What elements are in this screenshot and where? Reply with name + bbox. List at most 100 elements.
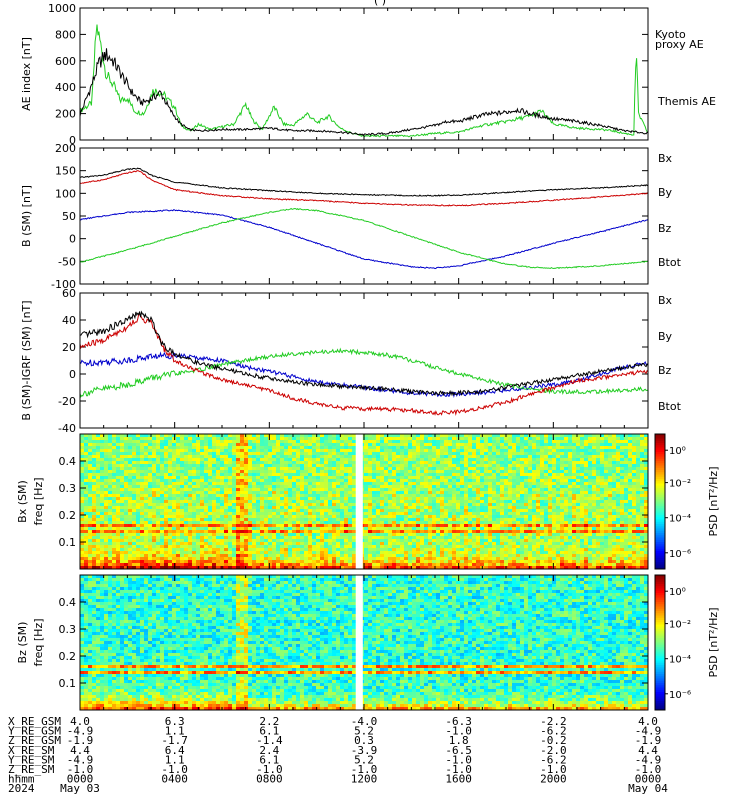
spectrogram-cell bbox=[376, 491, 381, 495]
spectrogram-cell bbox=[352, 554, 357, 558]
spectrogram-cell bbox=[184, 485, 189, 489]
spectrogram-cell bbox=[384, 452, 389, 456]
spectrogram-cell bbox=[328, 482, 333, 486]
spectrogram-cell bbox=[148, 458, 153, 462]
spectrogram-cell bbox=[244, 434, 249, 438]
spectrogram-cell bbox=[492, 548, 497, 552]
spectrogram-cell bbox=[472, 464, 477, 468]
spectrogram-cell bbox=[248, 551, 253, 555]
spectrogram-cell bbox=[456, 524, 461, 528]
spectrogram-cell bbox=[420, 455, 425, 459]
spectrogram-cell bbox=[484, 545, 489, 549]
spectrogram-cell bbox=[156, 536, 161, 540]
spectrogram-cell bbox=[100, 470, 105, 474]
spectrogram-cell bbox=[204, 560, 209, 564]
spectrogram-cell bbox=[248, 476, 253, 480]
spectrogram-cell bbox=[304, 458, 309, 462]
spectrogram-cell bbox=[344, 446, 349, 450]
spectrogram-cell bbox=[120, 464, 125, 468]
spectrogram-cell bbox=[460, 527, 465, 531]
spectrogram-cell bbox=[164, 434, 169, 438]
spectrogram-cell bbox=[296, 440, 301, 444]
spectrogram-cell bbox=[100, 557, 105, 561]
spectrogram-cell bbox=[388, 479, 393, 483]
spectrogram-cell bbox=[368, 455, 373, 459]
spectrogram-cell bbox=[340, 434, 345, 438]
spectrogram-cell bbox=[380, 467, 385, 471]
spectrogram-cell bbox=[384, 506, 389, 510]
spectrogram-cell bbox=[192, 527, 197, 531]
spectrogram-cell bbox=[276, 527, 281, 531]
spectrogram-cell bbox=[352, 527, 357, 531]
spectrogram-cell bbox=[392, 503, 397, 507]
spectrogram-cell bbox=[208, 512, 213, 516]
spectrogram-cell bbox=[264, 446, 269, 450]
spectrogram-cell bbox=[400, 494, 405, 498]
spectrogram-cell bbox=[196, 467, 201, 471]
spectrogram-cell bbox=[228, 470, 233, 474]
spectrogram-cell bbox=[252, 512, 257, 516]
spectrogram-cell bbox=[180, 437, 185, 441]
spectrogram-cell bbox=[420, 452, 425, 456]
spectrogram-cell bbox=[248, 524, 253, 528]
y-tick-label: -100 bbox=[51, 278, 76, 291]
spectrogram-cell bbox=[312, 527, 317, 531]
spectrogram-cell bbox=[320, 440, 325, 444]
spectrogram-cell bbox=[116, 503, 121, 507]
spectrogram-cell bbox=[412, 536, 417, 540]
spectrogram-cell bbox=[188, 503, 193, 507]
spectrogram-cell bbox=[392, 527, 397, 531]
spectrogram-cell bbox=[208, 455, 213, 459]
spectrogram-cell bbox=[368, 494, 373, 498]
spectrogram-cell bbox=[376, 443, 381, 447]
spectrogram-cell bbox=[208, 437, 213, 441]
spectrogram-cell bbox=[276, 515, 281, 519]
spectrogram-cell bbox=[160, 443, 165, 447]
spectrogram-cell bbox=[172, 494, 177, 498]
spectrogram-cell bbox=[96, 497, 101, 501]
spectrogram-cell bbox=[328, 443, 333, 447]
spectrogram-cell bbox=[220, 548, 225, 552]
spectrogram-cell bbox=[344, 563, 349, 567]
spectrogram-cell bbox=[176, 527, 181, 531]
spectrogram-cell bbox=[148, 494, 153, 498]
spectrogram-cell bbox=[316, 452, 321, 456]
spectrogram-cell bbox=[380, 512, 385, 516]
spectrogram-cell bbox=[424, 458, 429, 462]
spectrogram-cell bbox=[132, 524, 137, 528]
spectrogram-cell bbox=[420, 545, 425, 549]
spectrogram-cell bbox=[104, 458, 109, 462]
spectrogram-cell bbox=[104, 455, 109, 459]
spectrogram-cell bbox=[124, 563, 129, 567]
spectrogram-cell bbox=[432, 557, 437, 561]
spectrogram-cell bbox=[436, 518, 441, 522]
spectrogram-cell bbox=[456, 443, 461, 447]
spectrogram-cell bbox=[420, 530, 425, 534]
spectrogram-cell bbox=[408, 518, 413, 522]
spectrogram-cell bbox=[108, 539, 113, 543]
spectrogram-cell bbox=[368, 449, 373, 453]
spectrogram-cell bbox=[432, 470, 437, 474]
spectrogram-cell bbox=[168, 536, 173, 540]
spectrogram-cell bbox=[176, 509, 181, 513]
spectrogram-cell bbox=[412, 476, 417, 480]
spectrogram-cell bbox=[192, 521, 197, 525]
spectrogram-cell bbox=[492, 524, 497, 528]
spectrogram-cell bbox=[184, 437, 189, 441]
spectrogram-cell bbox=[428, 533, 433, 537]
spectrogram-cell bbox=[176, 515, 181, 519]
y-tick-label: -50 bbox=[58, 255, 76, 268]
spectrogram-cell bbox=[424, 563, 429, 567]
spectrogram-cell bbox=[348, 473, 353, 477]
spectrogram-cell bbox=[372, 485, 377, 489]
spectrogram-cell bbox=[400, 452, 405, 456]
spectrogram-cell bbox=[108, 527, 113, 531]
spectrogram-cell bbox=[312, 542, 317, 546]
spectrogram-cell bbox=[480, 503, 485, 507]
spectrogram-cell bbox=[404, 464, 409, 468]
spectrogram-cell bbox=[384, 515, 389, 519]
spectrogram-cell bbox=[244, 488, 249, 492]
spectrogram-cell bbox=[136, 479, 141, 483]
spectrogram-cell bbox=[308, 524, 313, 528]
spectrogram-cell bbox=[228, 530, 233, 534]
